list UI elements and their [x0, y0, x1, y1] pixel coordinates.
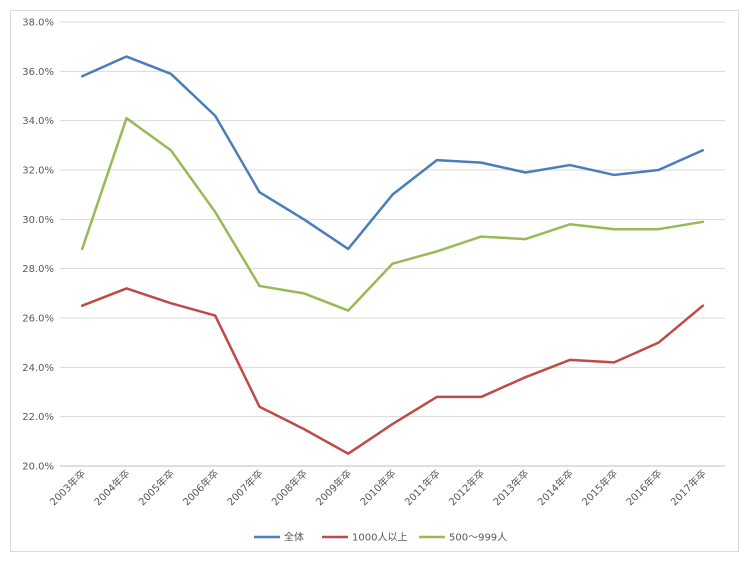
x-tick-label: 2015年卒 [579, 467, 620, 508]
legend-label: 全体 [284, 531, 304, 544]
y-tick-label: 22.0% [22, 412, 54, 423]
x-tick-label: 2008年卒 [269, 467, 310, 508]
x-tick-label: 2010年卒 [357, 467, 398, 508]
x-tick-label: 2011年卒 [402, 467, 443, 508]
y-axis-tick-labels: 20.0% 22.0% 24.0% 26.0% 28.0% 30.0% 32.0% 34.0%… [22, 18, 54, 473]
series-line-3 [80, 116, 705, 312]
x-tick-label: 2009年卒 [313, 467, 354, 508]
x-tick-label: 2005年卒 [136, 467, 177, 508]
y-tick-label: 38.0% [22, 18, 54, 29]
y-tick-label: 20.0% [22, 462, 54, 473]
legend: 全体 1000人以上 500〜999人 [254, 531, 507, 544]
x-tick-label: 2017年卒 [668, 467, 709, 508]
x-tick-label: 2004年卒 [91, 467, 132, 508]
x-tick-label: 2016年卒 [623, 467, 664, 508]
legend-label: 500〜999人 [449, 532, 507, 544]
series-line-1 [80, 55, 705, 251]
y-tick-label: 32.0% [22, 166, 54, 177]
x-tick-label: 2013年卒 [490, 467, 531, 508]
x-tick-label: 2006年卒 [180, 467, 221, 508]
series-lines [80, 55, 705, 455]
legend-label: 1000人以上 [352, 532, 407, 544]
x-tick-label: 2012年卒 [446, 467, 487, 508]
x-axis-tick-labels: 2003年卒 2004年卒 2005年卒 2006年卒 2007年卒 2008年卒 2009… [47, 467, 709, 508]
y-tick-label: 26.0% [22, 314, 54, 325]
x-tick-label: 2007年卒 [224, 467, 265, 508]
y-tick-label: 28.0% [22, 264, 54, 275]
grid-lines [60, 21, 725, 467]
y-tick-label: 36.0% [22, 67, 54, 78]
x-tick-label: 2003年卒 [47, 467, 88, 508]
y-tick-label: 34.0% [22, 116, 54, 127]
series-line-2 [80, 287, 705, 455]
y-tick-label: 30.0% [22, 215, 54, 226]
x-tick-label: 2014年卒 [535, 467, 576, 508]
y-tick-label: 24.0% [22, 363, 54, 374]
